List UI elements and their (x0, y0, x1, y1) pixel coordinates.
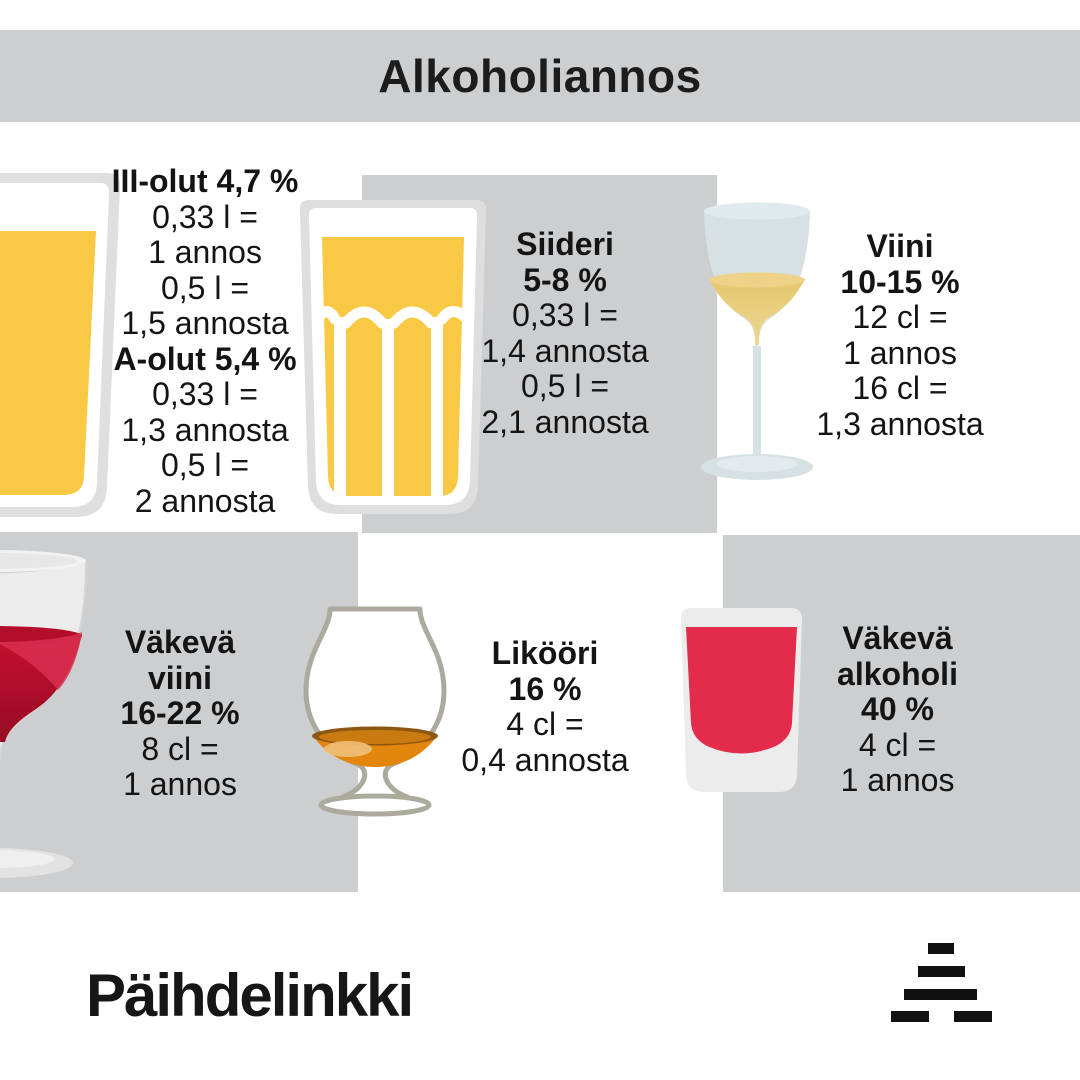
beer-line: 1,5 annosta (121, 305, 289, 341)
spirits-title: Väkevä (842, 620, 953, 656)
liqueur-line: 4 cl = (506, 706, 584, 742)
beer-title-2: A-olut 5,4 % (113, 340, 297, 377)
beer-line: 1,3 annosta (121, 411, 289, 448)
beer-line: 0,5 l = (160, 447, 250, 483)
cider-line: 0,33 l = (512, 297, 618, 333)
fortified-wine-info: Väkevä viini 16-22 % 8 cl = 1 annos (65, 624, 295, 803)
pyramid-bars-icon (891, 943, 992, 1022)
wine-info: Viini 10-15 % 12 cl = 1 annos 16 cl = 1,… (785, 228, 1015, 442)
beer-title-1: III-olut 4,7 % (111, 163, 299, 199)
wine-line: 16 cl = (852, 370, 948, 406)
beer-line: 0,5 l = (160, 269, 250, 306)
liqueur-line: 0,4 annosta (461, 741, 629, 778)
liqueur-info: Likööri 16 % 4 cl = 0,4 annosta (430, 635, 660, 778)
brand-logo-text: Päihdelinkki (86, 962, 414, 1029)
wine-strength: 10-15 % (840, 263, 960, 300)
wine-line: 1 annos (843, 334, 957, 371)
wine-line: 1,3 annosta (816, 405, 984, 442)
beer-line: 0,33 l = (152, 376, 258, 412)
cider-line: 2,1 annosta (481, 403, 649, 440)
beer-line: 2 annosta (134, 482, 276, 519)
shot-glass-icon (671, 605, 812, 795)
cider-info: Siideri 5-8 % 0,33 l = 1,4 annosta 0,5 l… (450, 226, 680, 440)
wine-line: 12 cl = (852, 299, 948, 335)
spirits-line: 1 annos (840, 762, 955, 798)
fortified-wine-title: Väkevä (124, 624, 236, 660)
cider-line: 0,5 l = (520, 368, 610, 404)
cider-line: 1,4 annosta (481, 332, 649, 369)
cider-title: Siideri (516, 226, 614, 262)
beer-line: 1 annos (148, 234, 262, 270)
spirits-title: alkoholi (837, 655, 958, 692)
wine-title: Viini (866, 228, 934, 264)
red-wine-glass-icon (0, 546, 98, 881)
white-wine-glass-icon (697, 199, 819, 483)
liqueur-title: Likööri (491, 635, 599, 671)
brandy-snifter-icon (299, 605, 451, 823)
cider-strength: 5-8 % (523, 261, 607, 298)
page-title: Alkoholiannos (378, 50, 702, 102)
beer-line: 0,33 l = (152, 198, 258, 235)
beer-info: III-olut 4,7 % 0,33 l = 1 annos 0,5 l = … (55, 163, 355, 519)
spirits-info: Väkevä alkoholi 40 % 4 cl = 1 annos (780, 620, 1015, 799)
fortified-wine-line: 8 cl = (141, 730, 219, 767)
beer-pint-glass-icon (0, 169, 130, 521)
spirits-strength: 40 % (861, 691, 934, 727)
fortified-wine-strength: 16-22 % (120, 695, 240, 731)
liqueur-strength: 16 % (508, 670, 582, 707)
title-banner: Alkoholiannos (0, 30, 1080, 122)
cider-pint-glass-icon (293, 197, 493, 517)
spirits-line: 4 cl = (858, 726, 937, 763)
fortified-wine-line: 1 annos (123, 766, 237, 802)
fortified-wine-title: viini (147, 659, 212, 696)
